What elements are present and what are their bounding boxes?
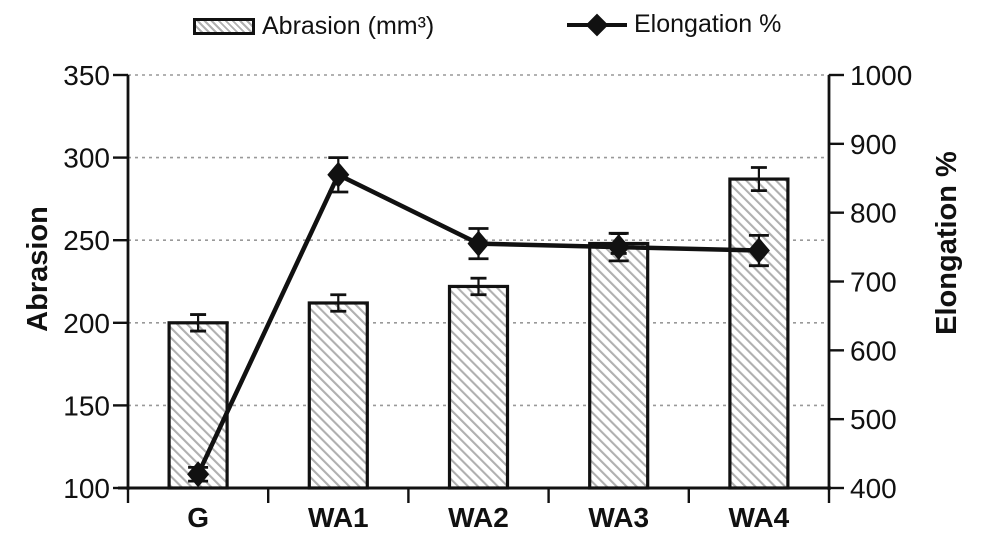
- x-category-label-WA1: WA1: [308, 502, 369, 533]
- right-tick-label-400: 400: [850, 473, 897, 504]
- x-category-label-G: G: [187, 502, 209, 533]
- right-tick-label-700: 700: [850, 267, 897, 298]
- right-tick-label-800: 800: [850, 198, 897, 229]
- bar-WA3: [588, 241, 650, 490]
- right-tick-label-500: 500: [850, 404, 897, 435]
- x-category-label-WA2: WA2: [448, 502, 509, 533]
- bar-G: [167, 321, 229, 490]
- left-tick-label-100: 100: [63, 473, 110, 504]
- diamond-marker-G: [187, 461, 210, 488]
- diamond-marker-WA1: [327, 161, 350, 188]
- right-tick-label-1000: 1000: [850, 60, 912, 91]
- x-category-label-WA3: WA3: [588, 502, 649, 533]
- diamond-marker-WA2: [467, 230, 490, 257]
- legend-label-elongation: Elongation %: [634, 10, 782, 38]
- left-tick-label-350: 350: [63, 60, 110, 91]
- left-tick-label-300: 300: [63, 143, 110, 174]
- diamond-marker-WA3: [607, 234, 630, 261]
- x-category-label-WA4: WA4: [729, 502, 790, 533]
- bar-WA1: [307, 301, 369, 490]
- bar-WA4: [728, 177, 790, 490]
- diamond-marker-WA4: [747, 237, 770, 264]
- hatched-bar-swatch-icon: [193, 18, 255, 35]
- legend-item-elongation: Elongation %: [567, 10, 781, 39]
- line-diamond-swatch-icon: [567, 12, 627, 38]
- left-tick-label-150: 150: [63, 390, 110, 421]
- left-tick-label-200: 200: [63, 308, 110, 339]
- right-tick-label-600: 600: [850, 335, 897, 366]
- left-tick-label-250: 250: [63, 225, 110, 256]
- legend-label-abrasion: Abrasion (mm³): [262, 12, 435, 40]
- legend-item-abrasion: Abrasion (mm³): [193, 12, 434, 41]
- bar-WA2: [447, 284, 510, 490]
- right-tick-label-900: 900: [850, 129, 897, 160]
